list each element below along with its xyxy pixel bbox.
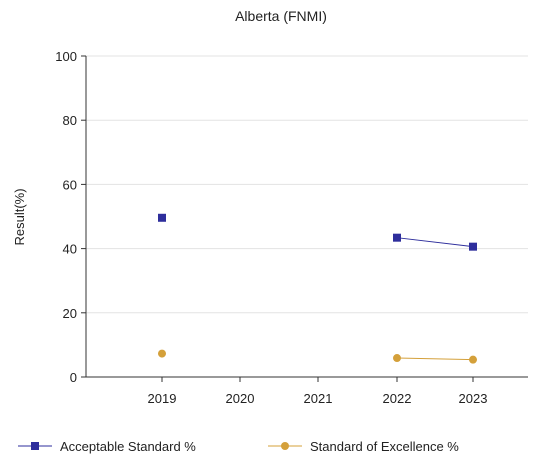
y-tick-label: 20 bbox=[63, 306, 77, 321]
data-point bbox=[158, 349, 166, 358]
chart-title: Alberta (FNMI) bbox=[235, 8, 327, 24]
y-tick-label: 40 bbox=[63, 242, 77, 257]
x-tick-label: 2021 bbox=[304, 391, 333, 406]
series bbox=[158, 213, 477, 364]
legend-label: Acceptable Standard % bbox=[60, 439, 196, 454]
y-tick-label: 80 bbox=[63, 113, 77, 128]
legend-marker bbox=[281, 442, 289, 450]
series-line-segment bbox=[396, 237, 474, 248]
series-0 bbox=[158, 213, 477, 251]
data-point bbox=[393, 233, 401, 242]
x-tick-label: 2020 bbox=[226, 391, 255, 406]
data-point bbox=[469, 242, 477, 251]
series-1 bbox=[158, 349, 477, 364]
data-point bbox=[158, 213, 166, 222]
data-point bbox=[393, 354, 401, 363]
x-tick-label: 2022 bbox=[383, 391, 412, 406]
legend-entry-1: Standard of Excellence % bbox=[268, 439, 459, 454]
y-tick-label: 60 bbox=[63, 177, 77, 192]
axes: 0 20 40 60 80 100 2019 2020 2021 2022 2023 bbox=[55, 49, 528, 406]
y-tick-label: 100 bbox=[55, 49, 77, 64]
series-line-segment bbox=[396, 357, 474, 361]
legend-entry-0: Acceptable Standard % bbox=[18, 439, 196, 454]
data-point bbox=[469, 355, 477, 364]
gridlines bbox=[86, 55, 528, 314]
legend-marker bbox=[31, 442, 39, 450]
legend-label: Standard of Excellence % bbox=[310, 439, 459, 454]
y-tick-label: 0 bbox=[70, 370, 77, 385]
y-axis-label: Result(%) bbox=[12, 188, 27, 245]
legend: Acceptable Standard % Standard of Excelle… bbox=[18, 439, 459, 454]
x-tick-label: 2023 bbox=[459, 391, 488, 406]
x-tick-label: 2019 bbox=[148, 391, 177, 406]
